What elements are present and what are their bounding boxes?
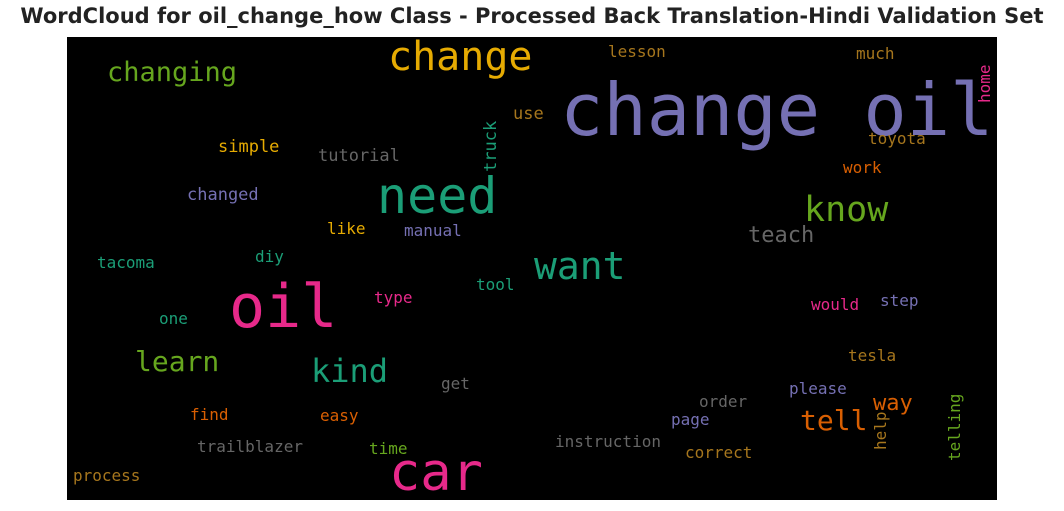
- word-simple: simple: [218, 137, 280, 157]
- word-find: find: [190, 405, 229, 424]
- word-learn: learn: [135, 345, 220, 378]
- word-changing: changing: [107, 57, 238, 88]
- word-teach: teach: [748, 223, 815, 248]
- word-change-oil: change oil: [560, 68, 994, 152]
- word-home: home: [975, 64, 994, 104]
- word-easy: easy: [320, 406, 359, 425]
- word-diy: diy: [255, 247, 284, 266]
- word-need: need: [377, 167, 498, 225]
- word-tell: tell: [800, 404, 868, 437]
- word-know: know: [804, 190, 889, 230]
- word-work: work: [843, 158, 882, 177]
- word-correct: correct: [685, 443, 753, 462]
- word-page: page: [671, 410, 710, 429]
- wordcloud-canvas: change oil car oil need change want know kind le…: [67, 37, 997, 500]
- word-step: step: [880, 291, 919, 310]
- word-use: use: [513, 104, 544, 124]
- word-process: process: [73, 466, 141, 485]
- word-order: order: [699, 392, 748, 411]
- word-time: time: [369, 439, 408, 458]
- word-lesson: lesson: [608, 42, 666, 61]
- word-toyota: toyota: [868, 129, 926, 148]
- word-change: change: [388, 37, 533, 80]
- word-tool: tool: [476, 275, 515, 294]
- word-like: like: [327, 219, 366, 238]
- word-tacoma: tacoma: [97, 253, 155, 272]
- word-please: please: [789, 379, 847, 398]
- word-trailblazer: trailblazer: [197, 437, 303, 456]
- word-car: car: [389, 443, 483, 500]
- word-oil: oil: [229, 272, 338, 342]
- word-tutorial: tutorial: [318, 146, 400, 166]
- word-want: want: [534, 244, 626, 288]
- word-changed: changed: [187, 185, 259, 205]
- word-much: much: [856, 44, 895, 63]
- word-one: one: [159, 309, 188, 328]
- word-manual: manual: [404, 221, 462, 240]
- word-telling: telling: [945, 393, 964, 462]
- word-help: help: [871, 411, 890, 451]
- word-truck: truck: [481, 120, 501, 172]
- word-type: type: [374, 288, 413, 307]
- word-tesla: tesla: [848, 346, 897, 365]
- word-kind: kind: [311, 352, 389, 390]
- word-get: get: [441, 374, 470, 393]
- word-would: would: [811, 295, 860, 314]
- word-way: way: [873, 391, 913, 416]
- chart-title: WordCloud for oil_change_how Class - Pro…: [20, 4, 1044, 28]
- word-instruction: instruction: [555, 432, 661, 451]
